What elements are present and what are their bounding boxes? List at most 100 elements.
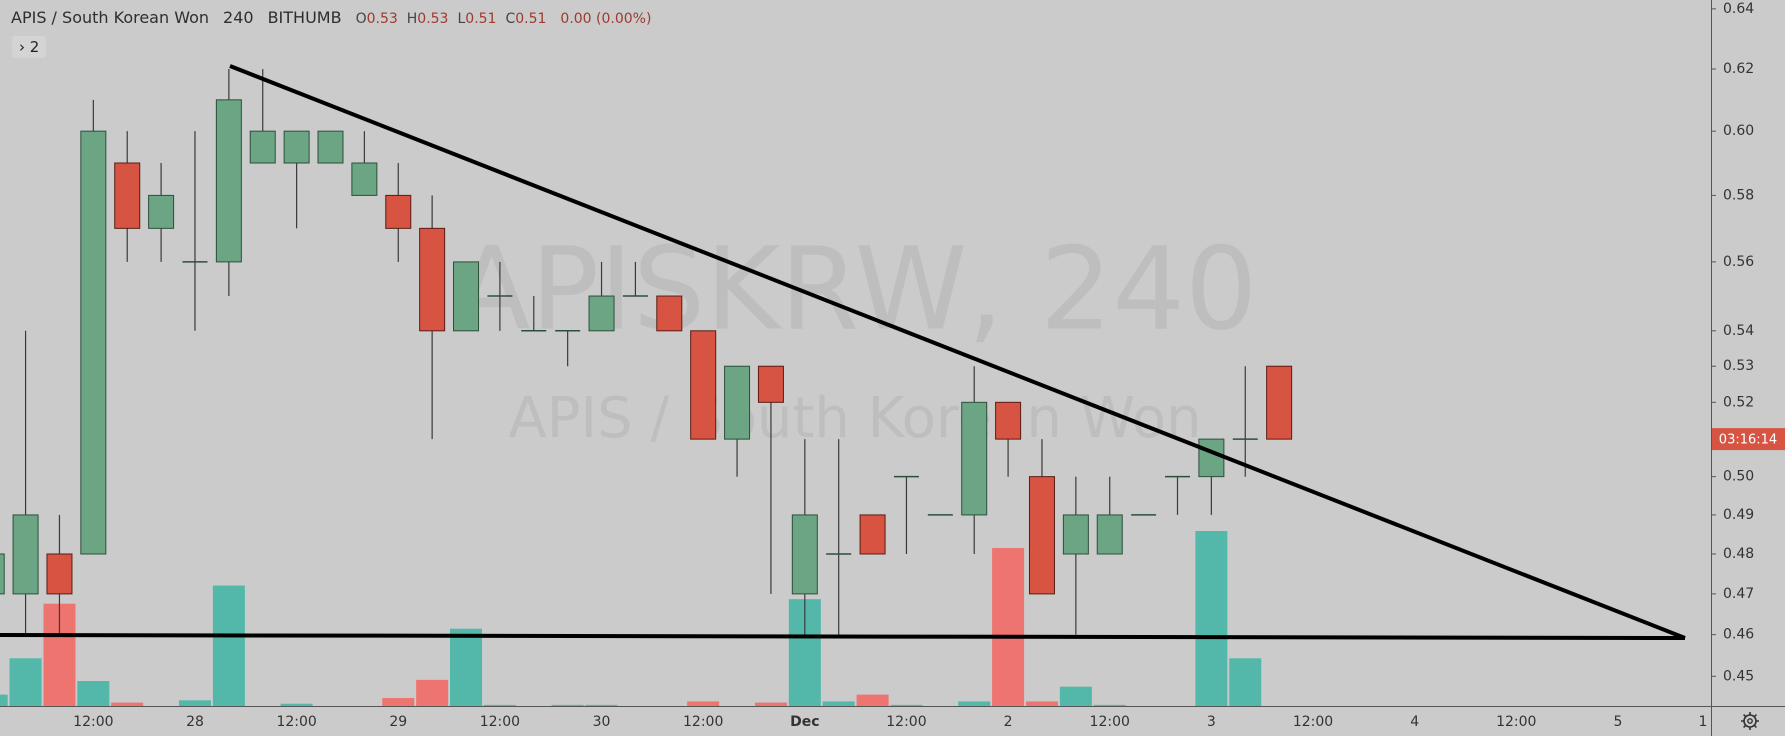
y-tick-label: 0.49 — [1723, 507, 1754, 523]
ohlc-key: L — [457, 11, 466, 27]
volume-bar — [280, 703, 313, 706]
volume-bar — [0, 694, 8, 706]
candle-body — [859, 514, 886, 555]
candle-body — [1198, 438, 1225, 478]
volume-bar — [178, 700, 211, 706]
volume-bar — [551, 704, 584, 706]
candle-body — [1062, 514, 1089, 555]
y-tick-label: 0.47 — [1723, 586, 1754, 602]
x-tick-label: 4 — [1410, 714, 1419, 730]
legend-toggle[interactable]: › 2 — [12, 36, 47, 58]
y-tick-label: 0.60 — [1723, 123, 1754, 139]
trendline — [229, 64, 1686, 640]
x-tick-label: 28 — [186, 714, 204, 730]
candle-body — [249, 130, 276, 164]
ohlc-value: 0.53 — [417, 11, 449, 27]
candle-body — [351, 162, 378, 196]
candle-body — [757, 365, 784, 403]
candle-body — [0, 553, 5, 595]
countdown: 03:16:14 — [1719, 433, 1777, 448]
volume-bar — [687, 701, 720, 706]
ohlc-item: C0.51 — [505, 11, 546, 27]
candle-body — [453, 261, 480, 332]
y-tick-label: 0.46 — [1723, 627, 1754, 643]
volume-bar — [890, 704, 923, 706]
volume-bar — [992, 548, 1025, 706]
y-tick-label: 0.52 — [1723, 394, 1754, 410]
x-tick-label: 12:00 — [276, 714, 316, 730]
ohlc-item: L0.51 — [457, 11, 496, 27]
ohlc-key: C — [505, 11, 516, 27]
candle-body — [419, 227, 446, 332]
time-axis-bg — [0, 706, 1785, 736]
candle-body — [1096, 514, 1123, 555]
countdown-badge — [1712, 428, 1785, 451]
candle-body — [317, 130, 344, 164]
volume-bar — [483, 704, 516, 706]
ohlc-key: O — [355, 11, 367, 27]
x-tick-label: 12:00 — [1496, 714, 1536, 730]
volume-bar — [9, 658, 42, 706]
price-axis-bg — [1711, 0, 1785, 736]
volume-bar — [77, 681, 110, 706]
volume-bar — [450, 628, 483, 706]
candle-body — [12, 514, 39, 595]
ohlc-value: 0.51 — [515, 11, 547, 27]
volume-bar — [958, 701, 991, 706]
y-tick-label: 0.64 — [1723, 1, 1754, 17]
x-tick-label: Dec — [790, 714, 819, 730]
exchange: BITHUMB — [267, 8, 342, 27]
candle-body — [588, 295, 615, 332]
volume-bar — [822, 701, 855, 706]
volume-bar — [1025, 701, 1058, 706]
ohlc-value: 0.51 — [465, 11, 497, 27]
y-tick-label: 0.45 — [1723, 668, 1754, 684]
candle-body — [690, 330, 717, 440]
symbol: APIS / South Korean Won — [11, 8, 210, 27]
x-tick-label: 12:00 — [683, 714, 723, 730]
candle-body — [283, 130, 310, 164]
watermark-subtitle: APIS / South Korean Won — [508, 386, 1201, 451]
y-tick-label: 0.62 — [1723, 61, 1754, 77]
legend-header: APIS / South Korean Won 240 BITHUMB O0.5… — [11, 8, 651, 27]
y-tick-label: 0.56 — [1723, 254, 1754, 270]
candle-body — [80, 130, 107, 555]
ohlc-key: H — [406, 11, 418, 27]
watermark-title: APISKRW, 240 — [453, 222, 1258, 355]
y-tick-label: 0.53 — [1723, 358, 1754, 374]
volume-bar — [111, 702, 144, 706]
x-tick-label: 12:00 — [480, 714, 520, 730]
volume-bar — [382, 698, 415, 706]
change: 0.00 (0.00%) — [560, 11, 652, 27]
y-tick-label: 0.50 — [1723, 469, 1754, 485]
y-tick-label: 0.54 — [1723, 323, 1754, 339]
candle-body — [995, 401, 1022, 440]
volume-bar — [1059, 686, 1092, 706]
ohlc-item: O0.53 — [356, 11, 398, 27]
y-tick-label: 0.48 — [1723, 546, 1754, 562]
x-tick-label: 12:00 — [886, 714, 926, 730]
candle-body — [656, 295, 683, 332]
volume-layer — [0, 531, 1262, 706]
interval: 240 — [223, 8, 254, 27]
x-tick-label: 5 — [1613, 714, 1622, 730]
candle-body — [385, 194, 412, 229]
x-tick-label: 1 — [1699, 714, 1708, 730]
volume-bar — [585, 704, 618, 706]
settings-icon[interactable] — [1741, 712, 1759, 730]
volume-bar — [754, 702, 787, 706]
x-tick-label: 29 — [389, 714, 407, 730]
candle-layer — [0, 69, 1293, 635]
x-tick-label: 2 — [1004, 714, 1013, 730]
candle-body — [148, 194, 175, 229]
ohlc-values: O0.53 H0.53 L0.51 C0.51 — [356, 11, 547, 27]
volume-bar — [212, 585, 245, 706]
candle-body — [114, 162, 141, 229]
candle-body — [46, 553, 73, 595]
x-tick-label: 12:00 — [73, 714, 113, 730]
x-tick-label: 12:00 — [1293, 714, 1333, 730]
y-tick-label: 0.58 — [1723, 187, 1754, 203]
x-tick-label: 30 — [593, 714, 611, 730]
